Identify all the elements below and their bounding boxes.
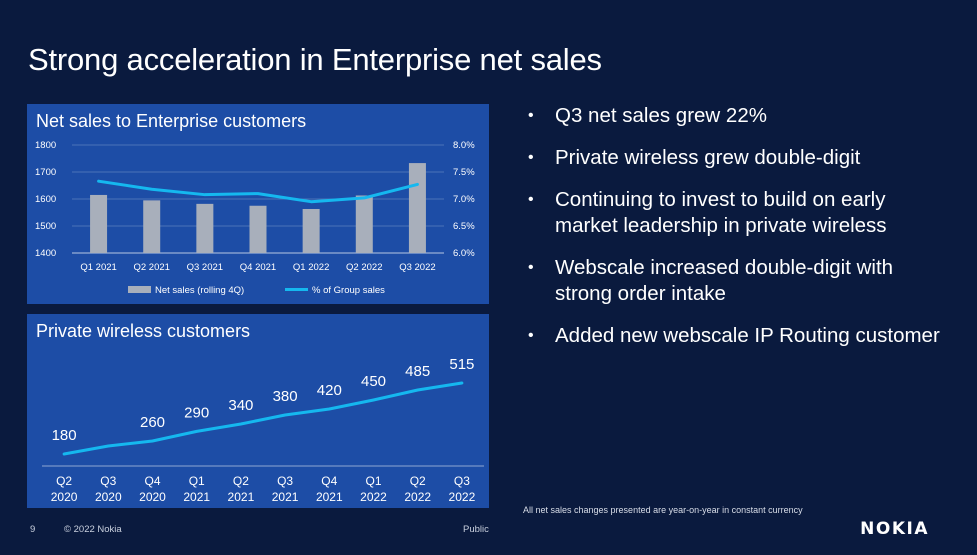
data-label: 340 <box>228 397 253 414</box>
nokia-logo: NOKIA <box>860 519 929 539</box>
y-right-tick-label: 7.5% <box>453 167 475 178</box>
bullet-list: Q3 net sales grew 22% Private wireless g… <box>528 103 948 365</box>
data-label: 180 <box>52 427 77 444</box>
data-label: 290 <box>184 404 209 421</box>
bar <box>408 163 426 253</box>
y-left-tick-label: 1800 <box>35 140 56 151</box>
bullet-item: Continuing to invest to build on early m… <box>528 187 948 239</box>
data-label: 450 <box>361 373 386 390</box>
legend-label: Net sales (rolling 4Q) <box>155 285 244 296</box>
x-tick-label-year: 2020 <box>139 490 166 504</box>
bar <box>90 194 108 253</box>
series-line <box>62 381 464 456</box>
bar <box>355 195 373 253</box>
private-wireless-chart: 180 260 290 340 380 420 450 485 515 Q2 2020 Q3 2020 Q… <box>42 356 484 504</box>
y-right-tick-label: 6.5% <box>453 221 475 232</box>
slide-title: Strong acceleration in Enterprise net sa… <box>28 42 602 77</box>
net-sales-chart-panel: Net sales to Enterprise customers 1400 15… <box>27 104 489 304</box>
y-right-tick-label: 7.0% <box>453 194 475 205</box>
x-tick-label-year: 2020 <box>51 490 78 504</box>
classification-label: Public <box>463 524 489 535</box>
net-sales-chart: 1400 1500 1600 1700 1800 6.0% 6.5% 7.0% 7.5% 8.0%… <box>35 140 475 296</box>
x-tick-label-year: 2021 <box>228 490 255 504</box>
bullet-item: Private wireless grew double-digit <box>528 145 948 171</box>
x-tick-label-year: 2020 <box>95 490 122 504</box>
x-tick-label: Q1 2022 <box>293 262 329 273</box>
copyright: © 2022 Nokia <box>64 524 122 535</box>
net-sales-chart-title: Net sales to Enterprise customers <box>36 111 307 131</box>
y-left-tick-label: 1600 <box>35 194 56 205</box>
x-tick-label: Q2 2021 <box>133 262 169 273</box>
private-wireless-chart-panel: Private wireless customers 180 260 290 340 3… <box>27 314 489 508</box>
x-tick-label: Q3 2022 <box>399 262 435 273</box>
x-tick-label-year: 2022 <box>404 490 431 504</box>
x-tick-label-quarter: Q1 <box>365 474 381 488</box>
series-line <box>97 179 419 204</box>
page-number: 9 <box>30 524 36 535</box>
bullet-item: Added new webscale IP Routing customer <box>528 323 948 349</box>
x-tick-label-quarter: Q3 <box>454 474 470 488</box>
y-left-tick-label: 1500 <box>35 221 56 232</box>
x-tick-label-year: 2021 <box>272 490 299 504</box>
y-left-tick-label: 1400 <box>35 248 56 259</box>
x-tick-label-quarter: Q4 <box>144 474 160 488</box>
x-tick-label: Q1 2021 <box>80 262 116 273</box>
x-tick-label-quarter: Q4 <box>321 474 337 488</box>
x-tick-label-year: 2021 <box>316 490 343 504</box>
x-tick-label: Q4 2021 <box>240 262 276 273</box>
y-right-tick-label: 6.0% <box>453 248 475 259</box>
legend-label: % of Group sales <box>312 285 385 296</box>
x-tick-label-year: 2021 <box>183 490 210 504</box>
x-tick-label-quarter: Q1 <box>189 474 205 488</box>
data-label: 515 <box>449 356 474 373</box>
x-tick-label-quarter: Q3 <box>100 474 116 488</box>
x-tick-label: Q3 2021 <box>187 262 223 273</box>
footnote: All net sales changes presented are year… <box>523 505 803 515</box>
x-tick-label-year: 2022 <box>449 490 476 504</box>
data-label: 260 <box>140 414 165 431</box>
x-tick-label-quarter: Q2 <box>56 474 72 488</box>
bar <box>249 205 267 253</box>
x-tick-label: Q2 2022 <box>346 262 382 273</box>
private-wireless-chart-title: Private wireless customers <box>36 321 251 341</box>
data-label: 380 <box>273 388 298 405</box>
x-tick-label-quarter: Q3 <box>277 474 293 488</box>
bar <box>143 200 161 253</box>
x-tick-label-quarter: Q2 <box>233 474 249 488</box>
bar <box>302 208 320 253</box>
x-tick-label-year: 2022 <box>360 490 387 504</box>
bullet-item: Webscale increased double-digit with str… <box>528 255 948 307</box>
data-label: 485 <box>405 363 430 380</box>
bullet-item: Q3 net sales grew 22% <box>528 103 948 129</box>
y-left-tick-label: 1700 <box>35 167 56 178</box>
legend-swatch-bar <box>128 286 151 293</box>
y-right-tick-label: 8.0% <box>453 140 475 151</box>
bar <box>196 203 214 253</box>
x-tick-label-quarter: Q2 <box>410 474 426 488</box>
data-label: 420 <box>317 382 342 399</box>
